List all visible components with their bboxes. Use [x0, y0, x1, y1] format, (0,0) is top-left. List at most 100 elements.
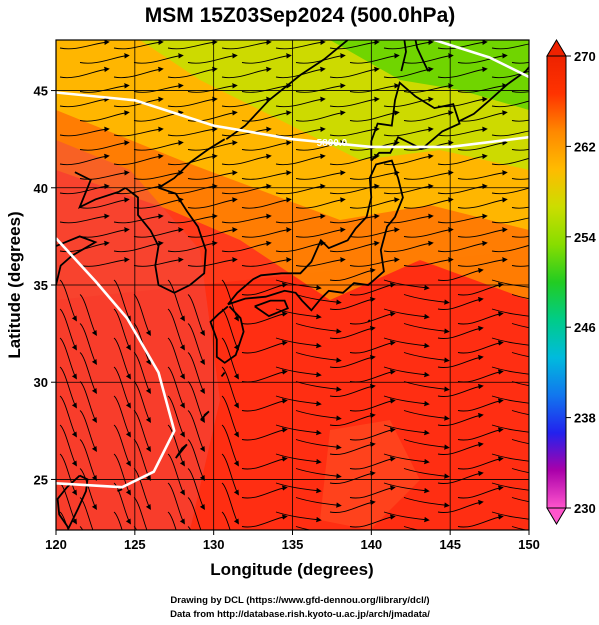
- streamline: [491, 187, 529, 195]
- streamline: [187, 170, 238, 180]
- streamline: [491, 308, 529, 317]
- streamline: [437, 412, 484, 426]
- streamline: [59, 395, 77, 438]
- streamline: [511, 294, 529, 300]
- streamline: [383, 153, 434, 166]
- colorbar-scale: [546, 55, 567, 509]
- streamline: [275, 424, 322, 436]
- grid-lines: [56, 40, 529, 530]
- streamline: [437, 441, 484, 455]
- streamline: [329, 66, 380, 79]
- streamline: [113, 66, 164, 79]
- x-tick-label: 150: [518, 537, 540, 552]
- streamline: [437, 383, 484, 397]
- streamline: [349, 398, 396, 412]
- colorbar-tick-label: 230: [574, 501, 596, 516]
- streamline: [79, 526, 84, 530]
- streamline: [295, 53, 346, 64]
- streamline: [403, 197, 454, 209]
- streamline: [79, 439, 97, 482]
- streamline: [437, 40, 488, 50]
- streamline: [275, 183, 326, 195]
- streamline: [167, 40, 218, 50]
- streamline: [241, 456, 288, 470]
- streamline: [221, 183, 272, 195]
- coastline: [254, 299, 289, 318]
- y-tick-label: 45: [34, 84, 48, 99]
- streamline: [187, 257, 238, 267]
- streamline: [437, 267, 484, 281]
- streamline: [133, 439, 151, 482]
- streamline: [295, 439, 342, 450]
- streamline: [187, 468, 205, 511]
- streamline: [167, 511, 177, 530]
- streamline: [79, 497, 94, 530]
- streamline: [79, 140, 130, 151]
- streamline: [437, 153, 488, 166]
- colorbar-tick-label: 254: [574, 230, 596, 245]
- streamline: [329, 296, 376, 310]
- streamline: [241, 170, 292, 180]
- x-tick-label: 120: [45, 537, 67, 552]
- streamline: [113, 40, 164, 50]
- streamline: [383, 40, 434, 50]
- streamline: [491, 157, 529, 166]
- streamline: [349, 340, 396, 354]
- streamline: [133, 468, 151, 511]
- streamline: [187, 410, 205, 453]
- streamline: [457, 514, 504, 528]
- coastline: [457, 66, 529, 123]
- streamline: [79, 468, 97, 511]
- y-axis-ticks: 25 30 35 40 45: [34, 84, 56, 487]
- streamline: [113, 424, 131, 467]
- streamline: [437, 354, 484, 368]
- streamline: [113, 279, 131, 322]
- streamline: [491, 279, 529, 288]
- streamline: [437, 96, 488, 108]
- streamline: [113, 366, 131, 409]
- streamline: [275, 66, 326, 79]
- streamline: [133, 83, 184, 93]
- streamline: [437, 126, 488, 137]
- streamline: [187, 381, 205, 424]
- streamline: [113, 153, 164, 166]
- streamline: [79, 227, 130, 238]
- streamline: [437, 183, 488, 195]
- streamline: [403, 257, 454, 267]
- streamline: [113, 126, 164, 137]
- streamline: [383, 482, 430, 494]
- x-tick-label: 130: [203, 537, 225, 552]
- streamline: [133, 410, 151, 453]
- streamline: [187, 526, 192, 530]
- streamline: [187, 227, 238, 238]
- streamline: [221, 213, 272, 224]
- streamline: [113, 511, 123, 530]
- streamline: [383, 96, 434, 108]
- streamline: [457, 340, 504, 354]
- streamline: [511, 497, 529, 503]
- streamline: [79, 410, 97, 453]
- streamline: [79, 53, 130, 64]
- streamline: [511, 61, 529, 64]
- colorbar-min-arrow: [546, 507, 567, 525]
- streamline: [403, 410, 450, 421]
- streamline: [133, 497, 148, 530]
- streamline: [491, 511, 529, 520]
- streamline: [457, 227, 508, 238]
- y-tick-label: 30: [34, 375, 48, 390]
- streamline: [349, 53, 400, 64]
- streamline: [511, 91, 529, 93]
- streamline: [349, 456, 396, 470]
- streamline: [59, 308, 77, 351]
- streamline: [167, 482, 185, 525]
- streamline: [113, 308, 131, 351]
- streamline: [187, 497, 202, 530]
- streamline: [241, 282, 288, 296]
- streamline: [511, 410, 529, 416]
- streamline: [491, 482, 529, 491]
- streamline: [403, 497, 450, 508]
- streamline: [79, 381, 97, 424]
- streamline: [221, 66, 272, 79]
- streamline: [295, 352, 342, 363]
- coastline: [414, 40, 429, 72]
